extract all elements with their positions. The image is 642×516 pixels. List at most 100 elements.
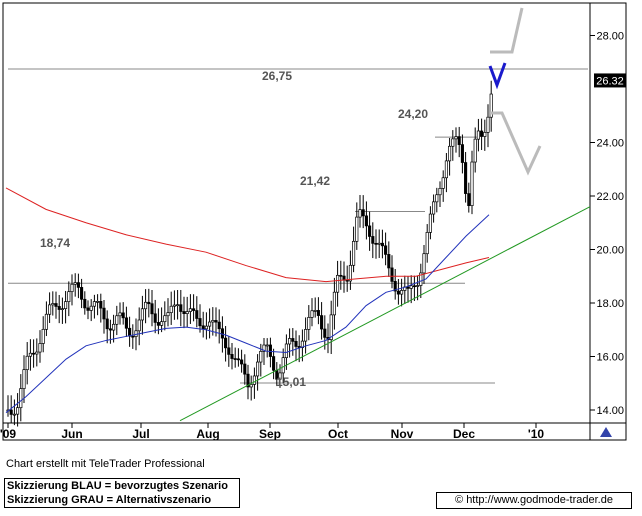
x-tick-label: Jul	[132, 427, 149, 441]
candle-body	[28, 352, 32, 357]
candle-body	[307, 317, 311, 330]
candle-body	[147, 301, 151, 305]
candle-body	[422, 253, 426, 274]
candle-body	[188, 308, 192, 312]
candle-body	[150, 303, 154, 315]
gray-scenario-up	[490, 7, 524, 54]
candle-body	[464, 162, 468, 194]
candle-body	[451, 138, 455, 147]
candle-body	[32, 352, 36, 355]
candle-body	[160, 321, 164, 326]
candle-body	[176, 304, 180, 307]
candle-body	[304, 329, 308, 342]
candle-body	[25, 355, 29, 371]
candle-body	[358, 209, 362, 218]
candle-body	[428, 213, 432, 233]
candle-body	[467, 193, 471, 206]
candle-body	[105, 318, 109, 330]
candle-body	[156, 322, 160, 326]
y-tick-label: 18.00	[596, 298, 624, 310]
candle-body	[236, 358, 240, 361]
candle-body	[281, 357, 285, 374]
candle-body	[387, 254, 391, 269]
candle-body	[396, 290, 400, 295]
source-link[interactable]: © http://www.godmode-trader.de	[436, 492, 632, 509]
candle-body	[102, 307, 106, 320]
candle-body	[99, 301, 103, 309]
candle-body	[300, 340, 304, 348]
candle-body	[16, 407, 20, 415]
candle-body	[332, 291, 336, 316]
candle-body	[361, 209, 365, 217]
candle-body	[70, 283, 74, 293]
candle-body	[208, 321, 212, 327]
candle-body	[230, 354, 234, 359]
candle-body	[432, 201, 436, 215]
candle-body	[204, 325, 208, 330]
candle-body	[473, 138, 477, 163]
candle-body	[483, 132, 487, 137]
candle-body	[169, 305, 173, 314]
candle-body	[406, 286, 410, 289]
candle-body	[262, 344, 266, 352]
y-tick-label: 20.00	[596, 245, 624, 257]
candle-body	[288, 338, 292, 345]
candle-body	[444, 160, 448, 179]
candle-body	[140, 308, 144, 321]
candle-body	[48, 304, 52, 315]
candle-body	[35, 351, 39, 355]
candle-body	[371, 236, 375, 244]
candle-body	[486, 116, 490, 133]
trend-line	[179, 206, 591, 422]
x-tick-label: Sep	[259, 427, 281, 441]
candle-body	[115, 315, 119, 325]
level-annotation: 15,01	[276, 375, 306, 389]
candle-body	[243, 363, 247, 375]
candle-body	[268, 344, 272, 357]
blue-scenario-arrow	[488, 62, 507, 90]
scenario-legend: Skizzierung BLAU = bevorzugtes Szenario …	[4, 478, 240, 508]
x-tick-label: Oct	[328, 427, 348, 441]
candle-body	[51, 303, 55, 306]
candle-body	[438, 188, 442, 196]
candle-body	[163, 315, 167, 323]
candle-body	[240, 359, 244, 365]
candle-body	[400, 290, 404, 295]
candle-body	[384, 245, 388, 255]
candle-body	[73, 282, 77, 285]
candle-body	[89, 305, 93, 311]
candle-body	[121, 312, 125, 319]
candle-body	[182, 311, 186, 315]
y-tick-label: 28.00	[596, 31, 624, 43]
candle-body	[489, 93, 493, 118]
level-annotation: 26,75	[262, 69, 292, 83]
y-tick-label: 24.00	[596, 138, 624, 150]
candle-body	[246, 373, 250, 388]
candle-body	[294, 341, 298, 347]
candle-body	[435, 194, 439, 203]
candle-body	[195, 310, 199, 319]
candle-body	[76, 282, 80, 288]
candle-body	[272, 356, 276, 371]
candle-body	[457, 136, 461, 145]
x-tick-label: '10	[528, 427, 545, 441]
candle-body	[118, 312, 122, 317]
candle-body	[291, 338, 295, 342]
x-tick-label: Dec	[453, 427, 475, 441]
y-tick-label: 14.00	[596, 405, 624, 417]
candle-body	[425, 232, 429, 255]
candle-body	[339, 274, 343, 277]
candle-body	[41, 328, 45, 344]
candle-body	[214, 320, 218, 323]
x-tick-label: Jun	[61, 427, 82, 441]
moving-average-line	[5, 214, 490, 414]
y-axis-panel	[589, 2, 627, 424]
candle-body	[368, 225, 372, 237]
last-price-value: 26.32	[596, 75, 624, 87]
candle-body	[153, 313, 157, 323]
candle-body	[211, 320, 215, 323]
candle-body	[448, 145, 452, 162]
candle-body	[22, 369, 26, 389]
candle-body	[470, 161, 474, 206]
footer-credit: Chart erstellt mit TeleTrader Profession…	[6, 458, 205, 470]
